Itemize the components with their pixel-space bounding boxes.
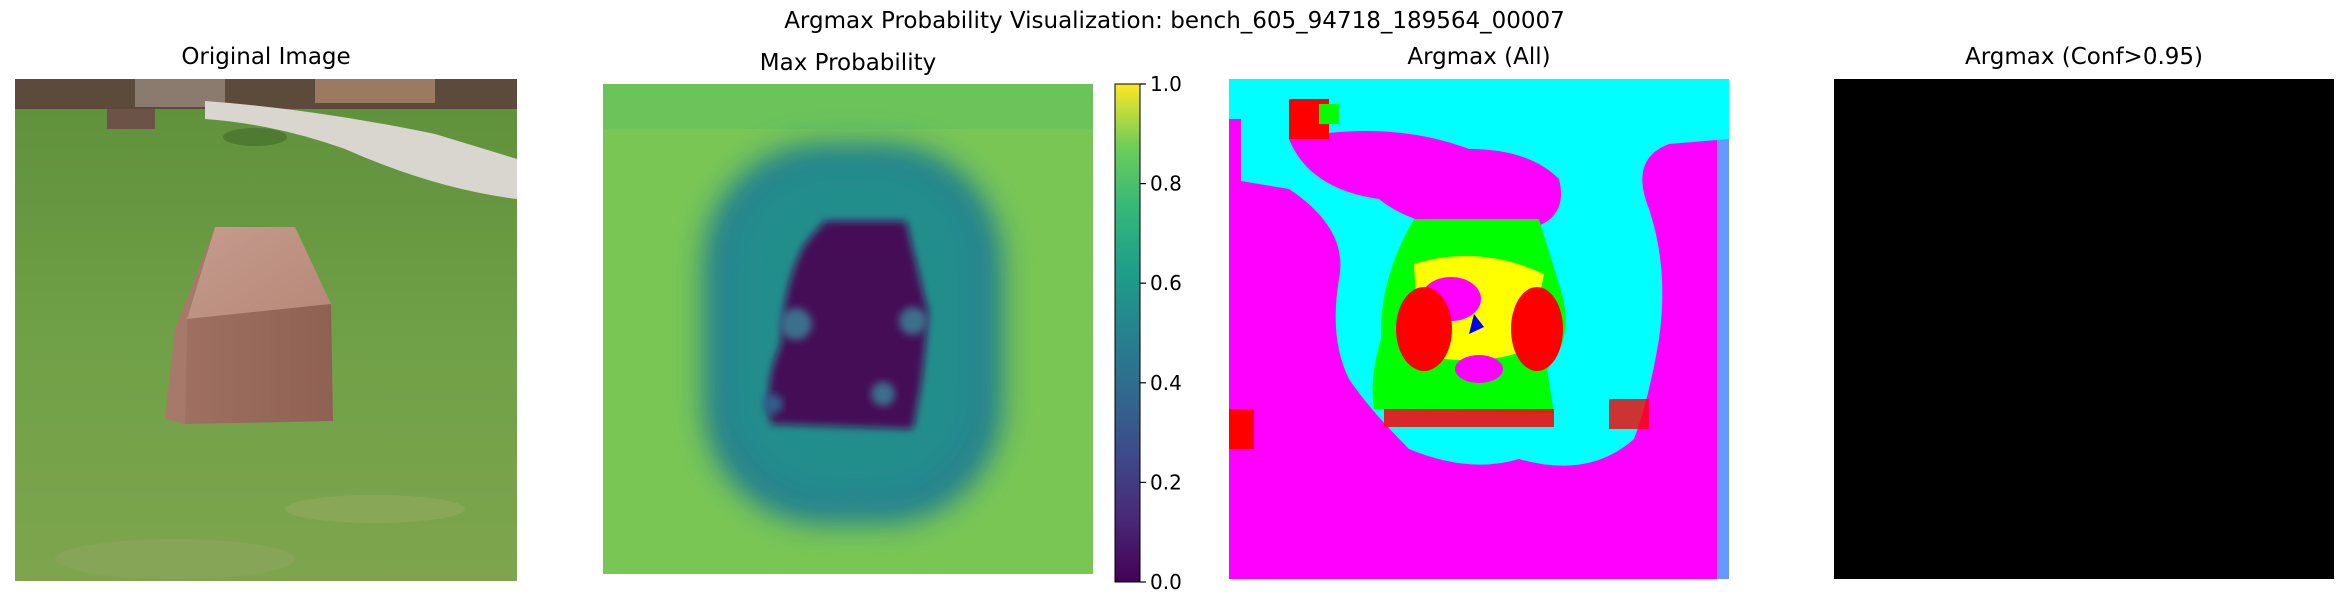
colorbar-tick-label: 0.8 — [1150, 172, 1182, 196]
argmax-all-panel — [1229, 79, 1729, 579]
original-photo — [15, 79, 517, 581]
max-probability-heatmap — [603, 84, 1093, 574]
argmax-class-blue — [1469, 314, 1484, 334]
object-low-confidence-region — [768, 221, 928, 429]
colorbar: 0.0 0.2 0.4 0.6 0.8 1.0 — [1114, 76, 1182, 594]
argmax-all-title: Argmax (All) — [1407, 44, 1551, 70]
colorbar-tick-label: 1.0 — [1150, 76, 1182, 96]
argmax-conf-panel — [1834, 79, 2334, 579]
colorbar-gradient — [1114, 83, 1141, 583]
colorbar-tick-label: 0.4 — [1150, 371, 1182, 395]
original-image-panel — [15, 79, 517, 581]
original-image-title: Original Image — [181, 44, 351, 70]
colorbar-tick-label: 0.0 — [1150, 570, 1182, 594]
colorbar-tick-label: 0.2 — [1150, 470, 1182, 494]
figure-suptitle: Argmax Probability Visualization: bench_… — [784, 8, 1565, 34]
max-probability-title: Max Probability — [759, 50, 937, 76]
colorbar-tick-label: 0.6 — [1150, 271, 1182, 295]
argmax-conf-title: Argmax (Conf>0.95) — [1964, 44, 2204, 70]
argmax-class-red — [1396, 287, 1452, 371]
